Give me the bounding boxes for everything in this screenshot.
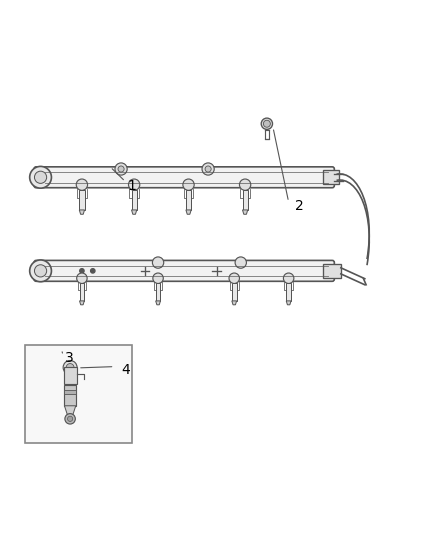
Circle shape	[67, 416, 73, 422]
Circle shape	[115, 163, 127, 175]
Bar	[64, 390, 76, 394]
Text: 1: 1	[127, 179, 136, 193]
Circle shape	[91, 269, 95, 273]
Bar	[186, 190, 191, 210]
Circle shape	[128, 179, 140, 190]
Circle shape	[66, 364, 74, 372]
Text: 2: 2	[295, 199, 304, 213]
Circle shape	[118, 166, 124, 172]
Circle shape	[77, 273, 87, 284]
Text: 4: 4	[121, 363, 130, 377]
Circle shape	[30, 260, 51, 282]
Bar	[286, 284, 291, 301]
Circle shape	[63, 360, 77, 375]
Circle shape	[183, 179, 194, 190]
FancyBboxPatch shape	[34, 167, 334, 188]
Polygon shape	[243, 210, 248, 214]
Bar	[79, 190, 85, 210]
Circle shape	[76, 179, 88, 190]
Bar	[323, 264, 341, 278]
Bar	[64, 385, 76, 406]
Text: 3: 3	[64, 351, 73, 365]
Circle shape	[35, 171, 47, 183]
Circle shape	[205, 166, 211, 172]
Bar	[243, 190, 248, 210]
Circle shape	[229, 273, 240, 284]
Bar	[64, 367, 77, 384]
Bar	[232, 284, 237, 301]
Circle shape	[35, 265, 47, 277]
Polygon shape	[64, 406, 76, 415]
Bar	[80, 284, 84, 301]
Circle shape	[235, 257, 247, 268]
Polygon shape	[79, 210, 85, 214]
Polygon shape	[155, 301, 160, 305]
Circle shape	[261, 118, 272, 130]
Circle shape	[80, 269, 84, 273]
Polygon shape	[80, 301, 84, 305]
Circle shape	[65, 414, 75, 424]
FancyBboxPatch shape	[34, 261, 334, 281]
Polygon shape	[232, 301, 237, 305]
Circle shape	[153, 273, 163, 284]
Circle shape	[283, 273, 294, 284]
Bar	[155, 284, 160, 301]
Circle shape	[30, 166, 51, 188]
Bar	[131, 190, 137, 210]
Circle shape	[240, 179, 251, 190]
Bar	[25, 345, 132, 443]
Circle shape	[202, 163, 214, 175]
Circle shape	[263, 120, 270, 127]
Polygon shape	[131, 210, 137, 214]
Polygon shape	[186, 210, 191, 214]
Polygon shape	[286, 301, 291, 305]
Bar	[323, 171, 339, 184]
Circle shape	[152, 257, 164, 268]
